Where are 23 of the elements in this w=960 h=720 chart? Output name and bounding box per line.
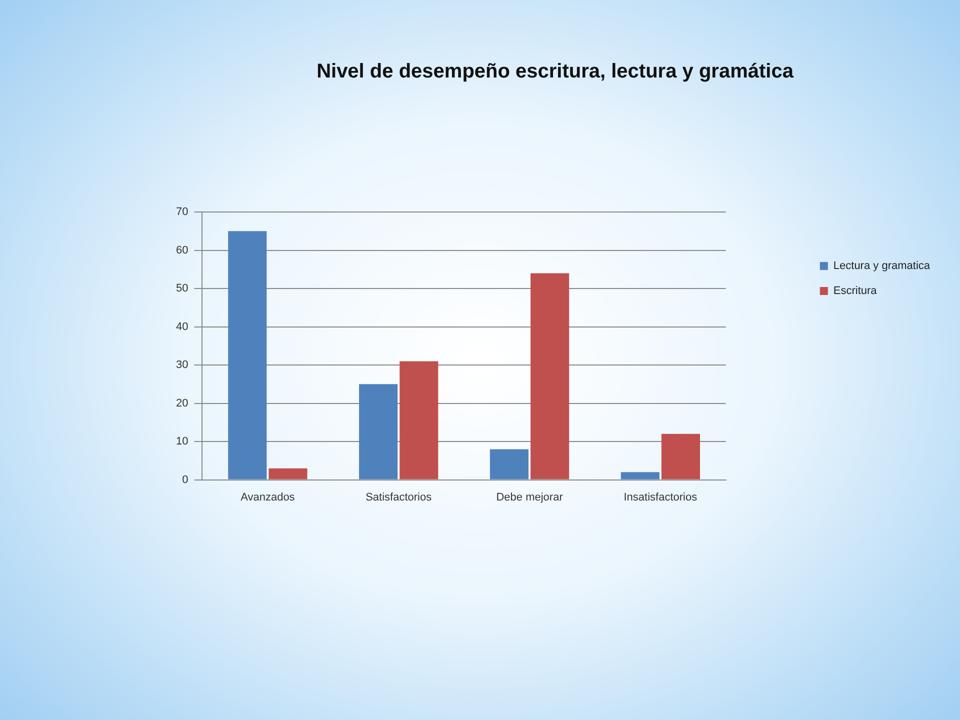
x-tick-label: Satisfactorios	[366, 491, 432, 504]
y-tick-label: 40	[176, 320, 188, 333]
bar	[530, 273, 570, 480]
bar	[400, 361, 438, 480]
bar	[661, 434, 700, 480]
y-tick-label: 50	[176, 282, 188, 295]
y-tick-label: 10	[176, 436, 188, 448]
bar	[359, 384, 398, 480]
x-tick-label: Insatisfactorios	[624, 491, 698, 504]
y-tick-label: 0	[182, 474, 188, 486]
legend-label: Escritura	[833, 285, 878, 298]
bar	[620, 472, 660, 480]
x-tick-label: Avanzados	[240, 491, 296, 504]
y-tick-label: 60	[176, 244, 188, 256]
x-tick-label: Debe mejorar	[496, 491, 564, 504]
y-tick-label: 70	[176, 206, 188, 218]
y-tick-label: 30	[176, 359, 188, 372]
bar	[490, 449, 529, 480]
y-tick-label: 20	[176, 397, 188, 410]
legend-label: Lectura y gramatica	[833, 260, 931, 272]
bar	[268, 468, 308, 480]
chart-title: Nivel de desempeño escritura, lectura y gramática	[316, 60, 794, 83]
bar	[228, 231, 267, 480]
